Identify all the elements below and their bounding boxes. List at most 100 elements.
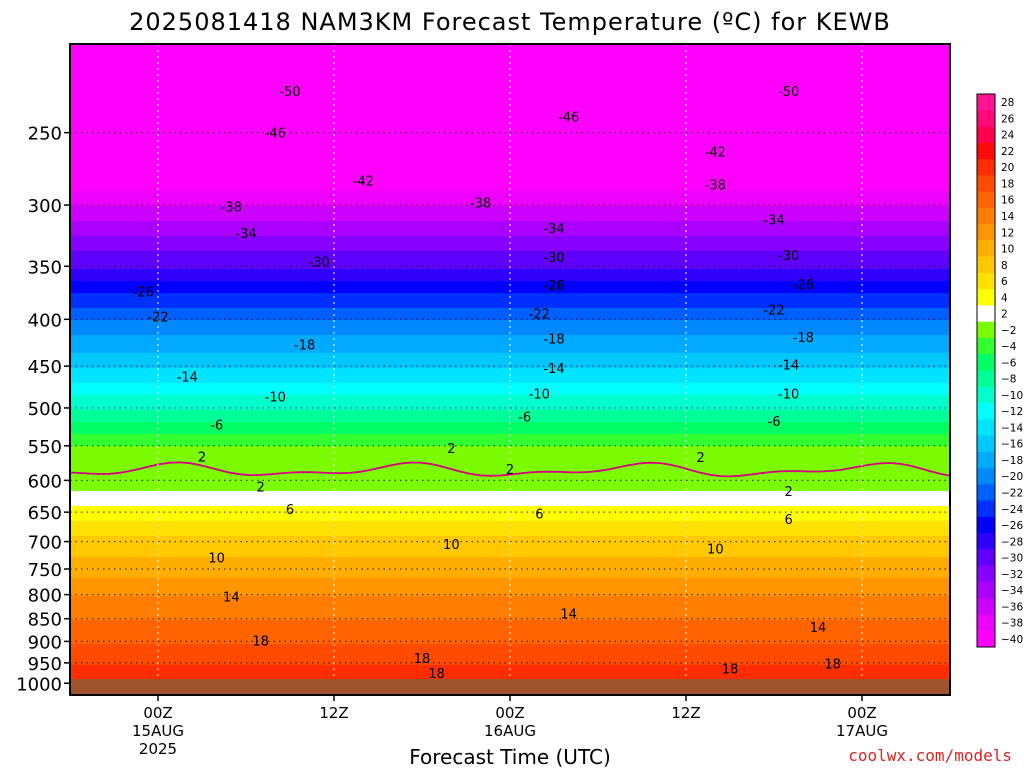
contour-label: -14 — [177, 371, 198, 386]
x-tick-label: 00Z — [143, 704, 172, 722]
temperature-band — [70, 443, 950, 447]
colorbar-label: −40 — [1001, 634, 1023, 646]
colorbar-swatch — [977, 191, 995, 209]
temperature-band — [70, 233, 950, 237]
colorbar-label: −16 — [1001, 439, 1023, 451]
temperature-band — [70, 311, 950, 315]
temperature-band — [70, 107, 950, 111]
y-tick-label: 600 — [28, 471, 62, 492]
contour-label: 6 — [785, 513, 793, 528]
temperature-band — [70, 269, 950, 273]
temperature-band — [70, 149, 950, 153]
x-tick-label: 15AUG — [132, 722, 184, 740]
contour-label: -42 — [353, 174, 374, 189]
colorbar-label: −32 — [1001, 569, 1023, 581]
temperature-band — [70, 215, 950, 219]
y-tick-label: 900 — [28, 632, 62, 653]
temperature-band — [70, 251, 950, 255]
contour-label: -10 — [778, 387, 799, 402]
colorbar-label: 8 — [1001, 260, 1008, 272]
x-tick-label: 00Z — [495, 704, 524, 722]
colorbar-label: −34 — [1001, 585, 1023, 597]
colorbar-swatch — [977, 110, 995, 128]
colorbar-swatch — [977, 175, 995, 193]
temperature-band — [70, 161, 950, 165]
temperature-band — [70, 173, 950, 177]
colorbar-label: 18 — [1001, 178, 1014, 190]
temperature-band — [70, 521, 950, 525]
colorbar-swatch — [977, 142, 995, 160]
colorbar-swatch — [977, 533, 995, 550]
contour-label: 2 — [785, 485, 793, 500]
temperature-band — [70, 539, 950, 543]
temperature-band — [70, 431, 950, 435]
colorbar-swatch — [977, 159, 995, 176]
temperature-band — [70, 263, 950, 267]
contour-labels: -50 -50 -46 -46 -42 -42 -38 -38 -38 -34 -34 -34 -30 -… — [133, 85, 841, 682]
temperature-band — [70, 647, 950, 651]
temperature-band — [70, 611, 950, 615]
temperature-band — [70, 599, 950, 603]
colorbar-swatch — [977, 337, 995, 355]
colorbar-label: −24 — [1001, 504, 1023, 516]
contour-label: -34 — [763, 213, 784, 228]
y-tick-label: 450 — [28, 357, 62, 378]
temperature-band — [70, 455, 950, 459]
colorbar-label: 24 — [1001, 130, 1015, 142]
temperature-band — [70, 509, 950, 513]
contour-label: -30 — [543, 251, 564, 266]
contour-label: -22 — [763, 303, 784, 318]
temperature-band — [70, 71, 950, 75]
colorbar-frame — [976, 93, 996, 648]
temperature-band — [70, 407, 950, 411]
colorbar-label: −20 — [1001, 471, 1023, 483]
temperature-band — [70, 281, 950, 285]
temperature-band — [70, 143, 950, 147]
contour-label: -26 — [133, 286, 154, 301]
colorbar-label: 14 — [1001, 211, 1015, 223]
contour-label: -22 — [529, 307, 550, 322]
contour-label: 18 — [824, 657, 841, 672]
temperature-band — [70, 533, 950, 537]
y-tick-label: 650 — [28, 503, 62, 524]
colorbar-swatch — [977, 549, 995, 567]
contour-label: -46 — [558, 110, 579, 125]
temperature-band — [70, 413, 950, 417]
colorbar-swatch — [977, 435, 995, 453]
colorbar-label: −14 — [1001, 422, 1023, 434]
contour-label: -26 — [543, 279, 564, 294]
x-tick-label: 00Z — [847, 704, 876, 722]
temperature-band — [70, 335, 950, 339]
temperature-band — [70, 227, 950, 231]
contour-label: -26 — [793, 278, 814, 293]
temperature-band — [70, 275, 950, 279]
colorbar-swatch — [977, 256, 995, 274]
contour-label: -14 — [778, 358, 799, 373]
temperature-band — [70, 197, 950, 201]
temperature-band — [70, 305, 950, 309]
temperature-band — [70, 287, 950, 291]
temperature-band — [70, 239, 950, 243]
colorbar-swatch — [977, 419, 995, 437]
colorbar-label: 6 — [1001, 276, 1008, 288]
colorbar-swatch — [977, 370, 995, 388]
x-tick-label: 16AUG — [484, 722, 536, 740]
contour-label: 2 — [697, 451, 705, 466]
colorbar-label: −8 — [1001, 374, 1016, 386]
temperature-band — [70, 449, 950, 453]
temperature-band — [70, 137, 950, 141]
colorbar-label: −10 — [1001, 390, 1023, 402]
colorbar-swatch — [977, 500, 995, 518]
temperature-band — [70, 119, 950, 123]
temperature-band — [70, 503, 950, 507]
colorbar-label: 22 — [1001, 146, 1014, 158]
y-axis: 2503003504004505005506006507007508008509… — [16, 124, 70, 695]
temperature-band — [70, 179, 950, 183]
contour-label: -6 — [518, 411, 531, 426]
credit-link[interactable]: coolwx.com/models — [848, 746, 1012, 765]
temperature-band — [70, 629, 950, 633]
y-tick-label: 400 — [28, 310, 62, 331]
temperature-band — [70, 383, 950, 387]
contour-label: 2 — [506, 463, 514, 478]
temperature-band — [70, 641, 950, 645]
